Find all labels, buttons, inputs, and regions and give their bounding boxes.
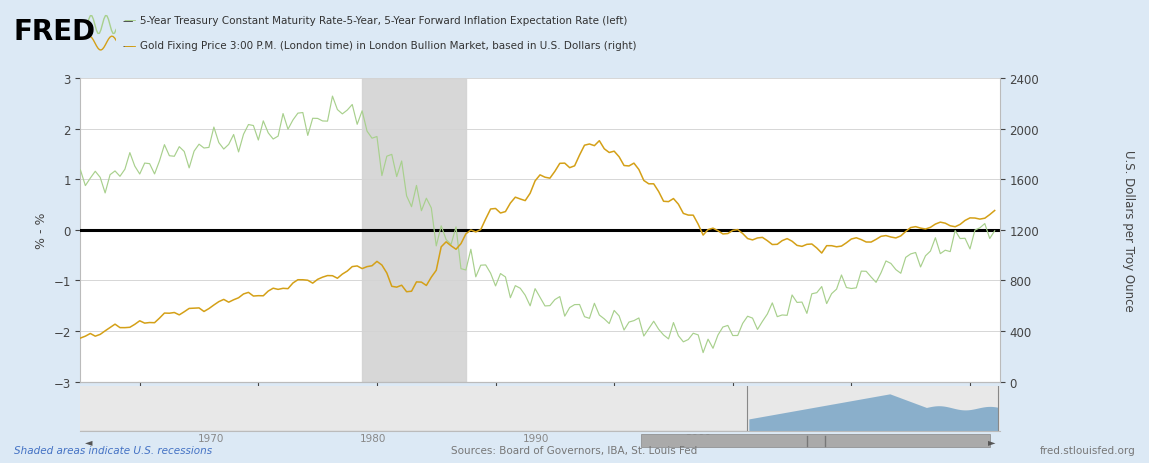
Text: Sources: Board of Governors, IBA, St. Louis Fed: Sources: Board of Governors, IBA, St. Lo… <box>452 444 697 455</box>
Text: ◄: ◄ <box>85 436 93 446</box>
Text: Shaded areas indicate U.S. recessions: Shaded areas indicate U.S. recessions <box>14 444 211 455</box>
Text: —  Gold Fixing Price 3:00 P.M. (London time) in London Bullion Market, based in : — Gold Fixing Price 3:00 P.M. (London ti… <box>123 41 637 51</box>
Text: —: — <box>123 40 136 53</box>
Bar <box>362 79 465 382</box>
Text: —: — <box>123 14 136 27</box>
Text: FRED: FRED <box>14 19 95 46</box>
Y-axis label: % - %: % - % <box>34 212 48 249</box>
Text: —  5-Year Treasury Constant Maturity Rate-5-Year, 5-Year Forward Inflation Expec: — 5-Year Treasury Constant Maturity Rate… <box>123 16 627 26</box>
Text: ►: ► <box>987 436 995 446</box>
Bar <box>641 434 990 447</box>
Y-axis label: U.S. Dollars per Troy Ounce: U.S. Dollars per Troy Ounce <box>1123 150 1135 311</box>
Text: fred.stlouisfed.org: fred.stlouisfed.org <box>1040 444 1135 455</box>
